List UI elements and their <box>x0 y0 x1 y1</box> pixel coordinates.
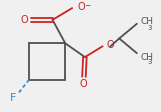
Text: −: − <box>84 1 90 10</box>
Text: CH: CH <box>141 17 154 26</box>
Text: O: O <box>77 2 85 12</box>
Text: O: O <box>79 79 87 89</box>
Text: CH: CH <box>141 53 154 62</box>
Text: 3: 3 <box>148 59 152 65</box>
Text: O: O <box>20 15 28 25</box>
Text: O: O <box>106 40 114 50</box>
Text: F: F <box>10 93 17 103</box>
Text: 3: 3 <box>148 25 152 31</box>
